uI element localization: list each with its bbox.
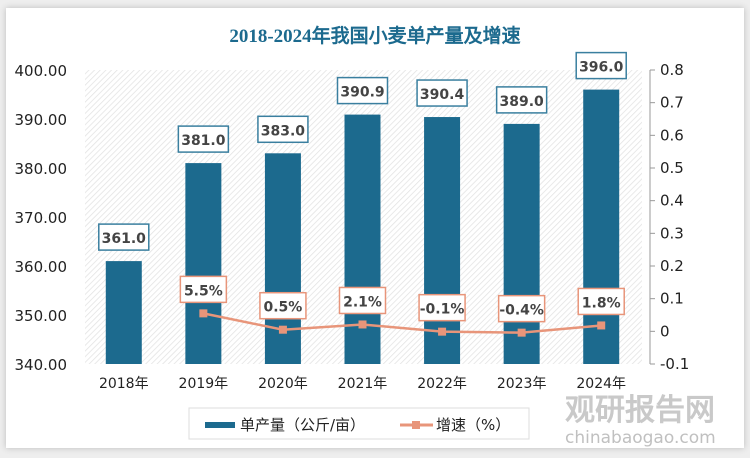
line-label-box	[418, 293, 466, 322]
right-axis-tick: 0.4	[660, 192, 684, 210]
x-axis-tick: 2024年	[576, 376, 626, 392]
line-label: 1.8%	[582, 295, 621, 311]
bar-label: 389.0	[499, 94, 544, 110]
line-point	[358, 320, 367, 329]
line-label-box	[259, 291, 307, 320]
line-label: -0.1%	[420, 302, 465, 318]
right-axis-tick: 0.3	[660, 224, 684, 242]
bar-label-box	[575, 51, 627, 80]
bar-label-box	[336, 76, 389, 105]
bar-label-box	[416, 79, 468, 107]
line-label: 0.5%	[264, 300, 303, 316]
line-point	[438, 327, 447, 336]
legend	[188, 407, 530, 440]
line-label: 5.5%	[184, 283, 223, 299]
x-axis-tick: 2022年	[417, 376, 467, 392]
line-point	[278, 325, 287, 334]
line-label-box	[577, 287, 625, 316]
bar	[105, 261, 142, 364]
left-axis-tick: 360.00	[15, 258, 68, 276]
right-axis-tick: 0.7	[660, 94, 684, 112]
bar-label: 390.4	[420, 87, 465, 103]
line-point	[199, 309, 208, 318]
bar-label: 361.0	[102, 231, 147, 247]
line-label-box	[497, 294, 546, 323]
watermark-logo: 观研报告网	[565, 393, 715, 428]
left-axis-tick: 340.00	[15, 356, 68, 374]
x-axis-tick: 2021年	[338, 376, 388, 392]
bar-label: 383.0	[261, 123, 306, 139]
bar-label: 381.0	[181, 133, 226, 149]
bar-label-box	[98, 223, 150, 251]
left-axis-tick: 400.00	[15, 62, 68, 80]
watermark-url: chinabaogao.com	[565, 428, 716, 448]
right-axis-tick: 0.2	[660, 257, 684, 275]
bar	[583, 89, 620, 364]
line-label-box	[338, 286, 387, 315]
x-axis-tick: 2020年	[258, 376, 308, 392]
line-label: -0.4%	[499, 303, 544, 319]
bar-label-box	[177, 125, 230, 153]
x-axis-tick: 2023年	[497, 376, 547, 392]
right-axis-tick: 0.8	[660, 61, 684, 79]
line-point	[517, 328, 526, 337]
left-axis-tick: 380.00	[15, 160, 68, 178]
bar	[503, 123, 540, 365]
left-axis-tick: 350.00	[15, 307, 68, 325]
growth-line	[203, 312, 602, 334]
bar-label: 390.9	[340, 85, 384, 101]
bar-label-box	[257, 115, 309, 144]
legend-line-label: 增速（%）	[436, 416, 510, 434]
right-axis-tick: 0.5	[660, 159, 684, 177]
bar-label-box	[495, 86, 548, 114]
chart-title: 2018-2024年我国小麦单产量及增速	[229, 24, 520, 47]
x-axis-tick: 2019年	[179, 376, 229, 392]
legend-bar-swatch	[205, 422, 235, 428]
left-axis-tick: 390.00	[15, 111, 68, 129]
line-point	[597, 321, 606, 330]
right-axis-tick: 0.1	[660, 290, 684, 308]
line-label-box	[179, 275, 228, 304]
legend-line-marker	[412, 421, 420, 429]
right-axis-tick: 0	[660, 322, 670, 340]
bar	[185, 163, 222, 364]
left-axis-tick: 370.00	[15, 209, 68, 227]
right-axis-tick: 0.6	[660, 126, 684, 144]
legend-bar-label: 单产量（公斤/亩）	[240, 416, 365, 434]
bar-label: 396.0	[579, 60, 624, 76]
right-axis-tick: -0.1	[660, 355, 689, 373]
line-label: 2.1%	[343, 294, 382, 310]
bar	[424, 117, 461, 364]
x-axis-tick: 2018年	[99, 376, 149, 392]
